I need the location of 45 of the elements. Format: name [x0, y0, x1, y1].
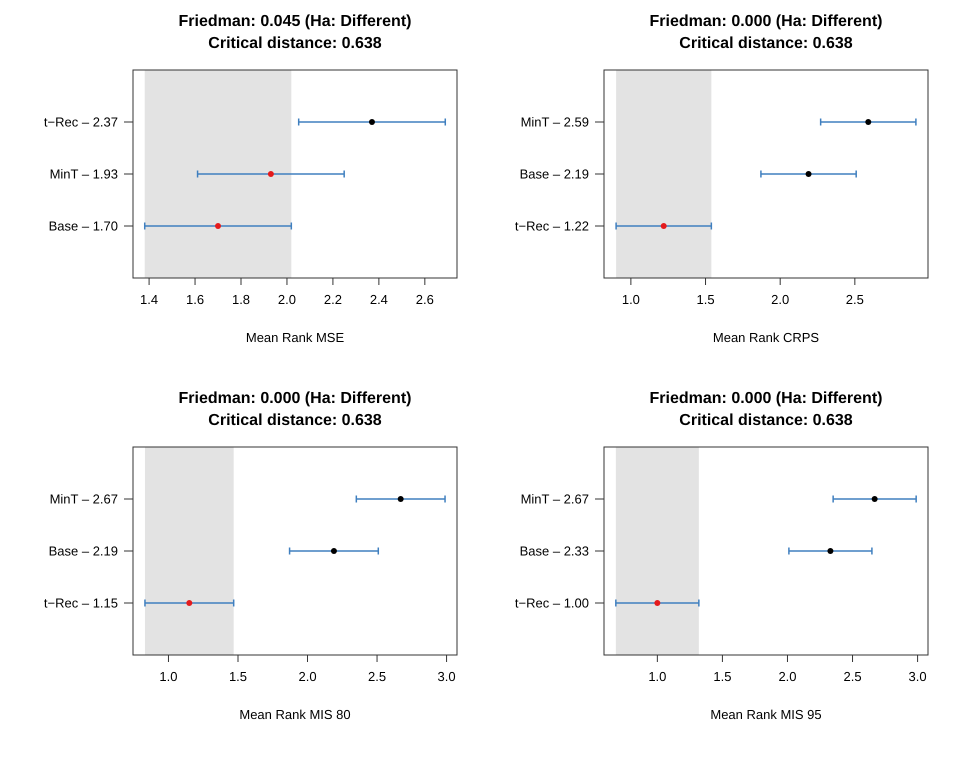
x-tick-label: 1.5: [713, 669, 732, 684]
x-tick-label: 2.0: [778, 669, 797, 684]
x-axis-title: Mean Rank MIS 95: [710, 707, 822, 722]
x-tick-label: 2.5: [846, 292, 864, 307]
x-tick-label: 1.0: [622, 292, 640, 307]
x-tick-label: 2.4: [370, 292, 388, 307]
x-tick-label: 2.5: [843, 669, 862, 684]
x-axis-title: Mean Rank CRPS: [712, 330, 820, 345]
y-tick-label: MinT – 2.59: [520, 114, 589, 130]
x-tick-label: 2.0: [278, 292, 296, 307]
chart-subtitle: Critical distance: 0.638: [208, 412, 382, 429]
chart-title: Friedman: 0.000 (Ha: Different): [178, 390, 412, 407]
x-tick-label: 1.8: [232, 292, 250, 307]
y-tick-label: MinT – 2.67: [50, 492, 118, 507]
chart-title: Friedman: 0.000 (Ha: Different): [650, 390, 882, 407]
x-tick-label: 2.6: [416, 292, 434, 307]
x-tick-label: 2.5: [368, 669, 386, 684]
x-axis-title: Mean Rank MIS 80: [239, 707, 351, 722]
chart-title: Friedman: 0.045 (Ha: Different): [178, 13, 412, 30]
y-tick-label: MinT – 1.93: [50, 166, 118, 182]
y-tick-label: t−Rec – 2.37: [44, 114, 118, 130]
y-tick-label: Base – 2.33: [520, 544, 589, 559]
x-tick-label: 3.0: [908, 669, 927, 684]
x-tick-label: 2.0: [298, 669, 317, 684]
chart-subtitle: Critical distance: 0.638: [679, 412, 853, 429]
y-tick-label: Base – 2.19: [48, 544, 118, 559]
chart-title: Friedman: 0.000 (Ha: Different): [650, 13, 882, 30]
y-tick-label: t−Rec – 1.00: [514, 596, 589, 611]
x-tick-label: 1.4: [140, 292, 158, 307]
x-tick-label: 1.0: [648, 669, 666, 684]
x-tick-label: 1.6: [186, 292, 204, 307]
x-tick-label: 2.2: [324, 292, 342, 307]
x-tick-label: 1.0: [159, 669, 178, 684]
x-axis-title: Mean Rank MSE: [246, 330, 344, 345]
chart-subtitle: Critical distance: 0.638: [208, 35, 382, 52]
y-tick-label: t−Rec – 1.15: [44, 596, 118, 611]
x-tick-label: 2.0: [771, 292, 790, 307]
x-tick-label: 1.5: [696, 292, 715, 307]
y-tick-label: Base – 2.19: [520, 166, 589, 182]
x-tick-label: 1.5: [228, 669, 248, 684]
y-tick-label: Base – 1.70: [48, 218, 118, 234]
chart-subtitle: Critical distance: 0.638: [679, 35, 853, 52]
y-tick-label: MinT – 2.67: [520, 492, 589, 507]
x-tick-label: 3.0: [438, 669, 456, 684]
y-tick-label: t−Rec – 1.22: [514, 218, 589, 234]
